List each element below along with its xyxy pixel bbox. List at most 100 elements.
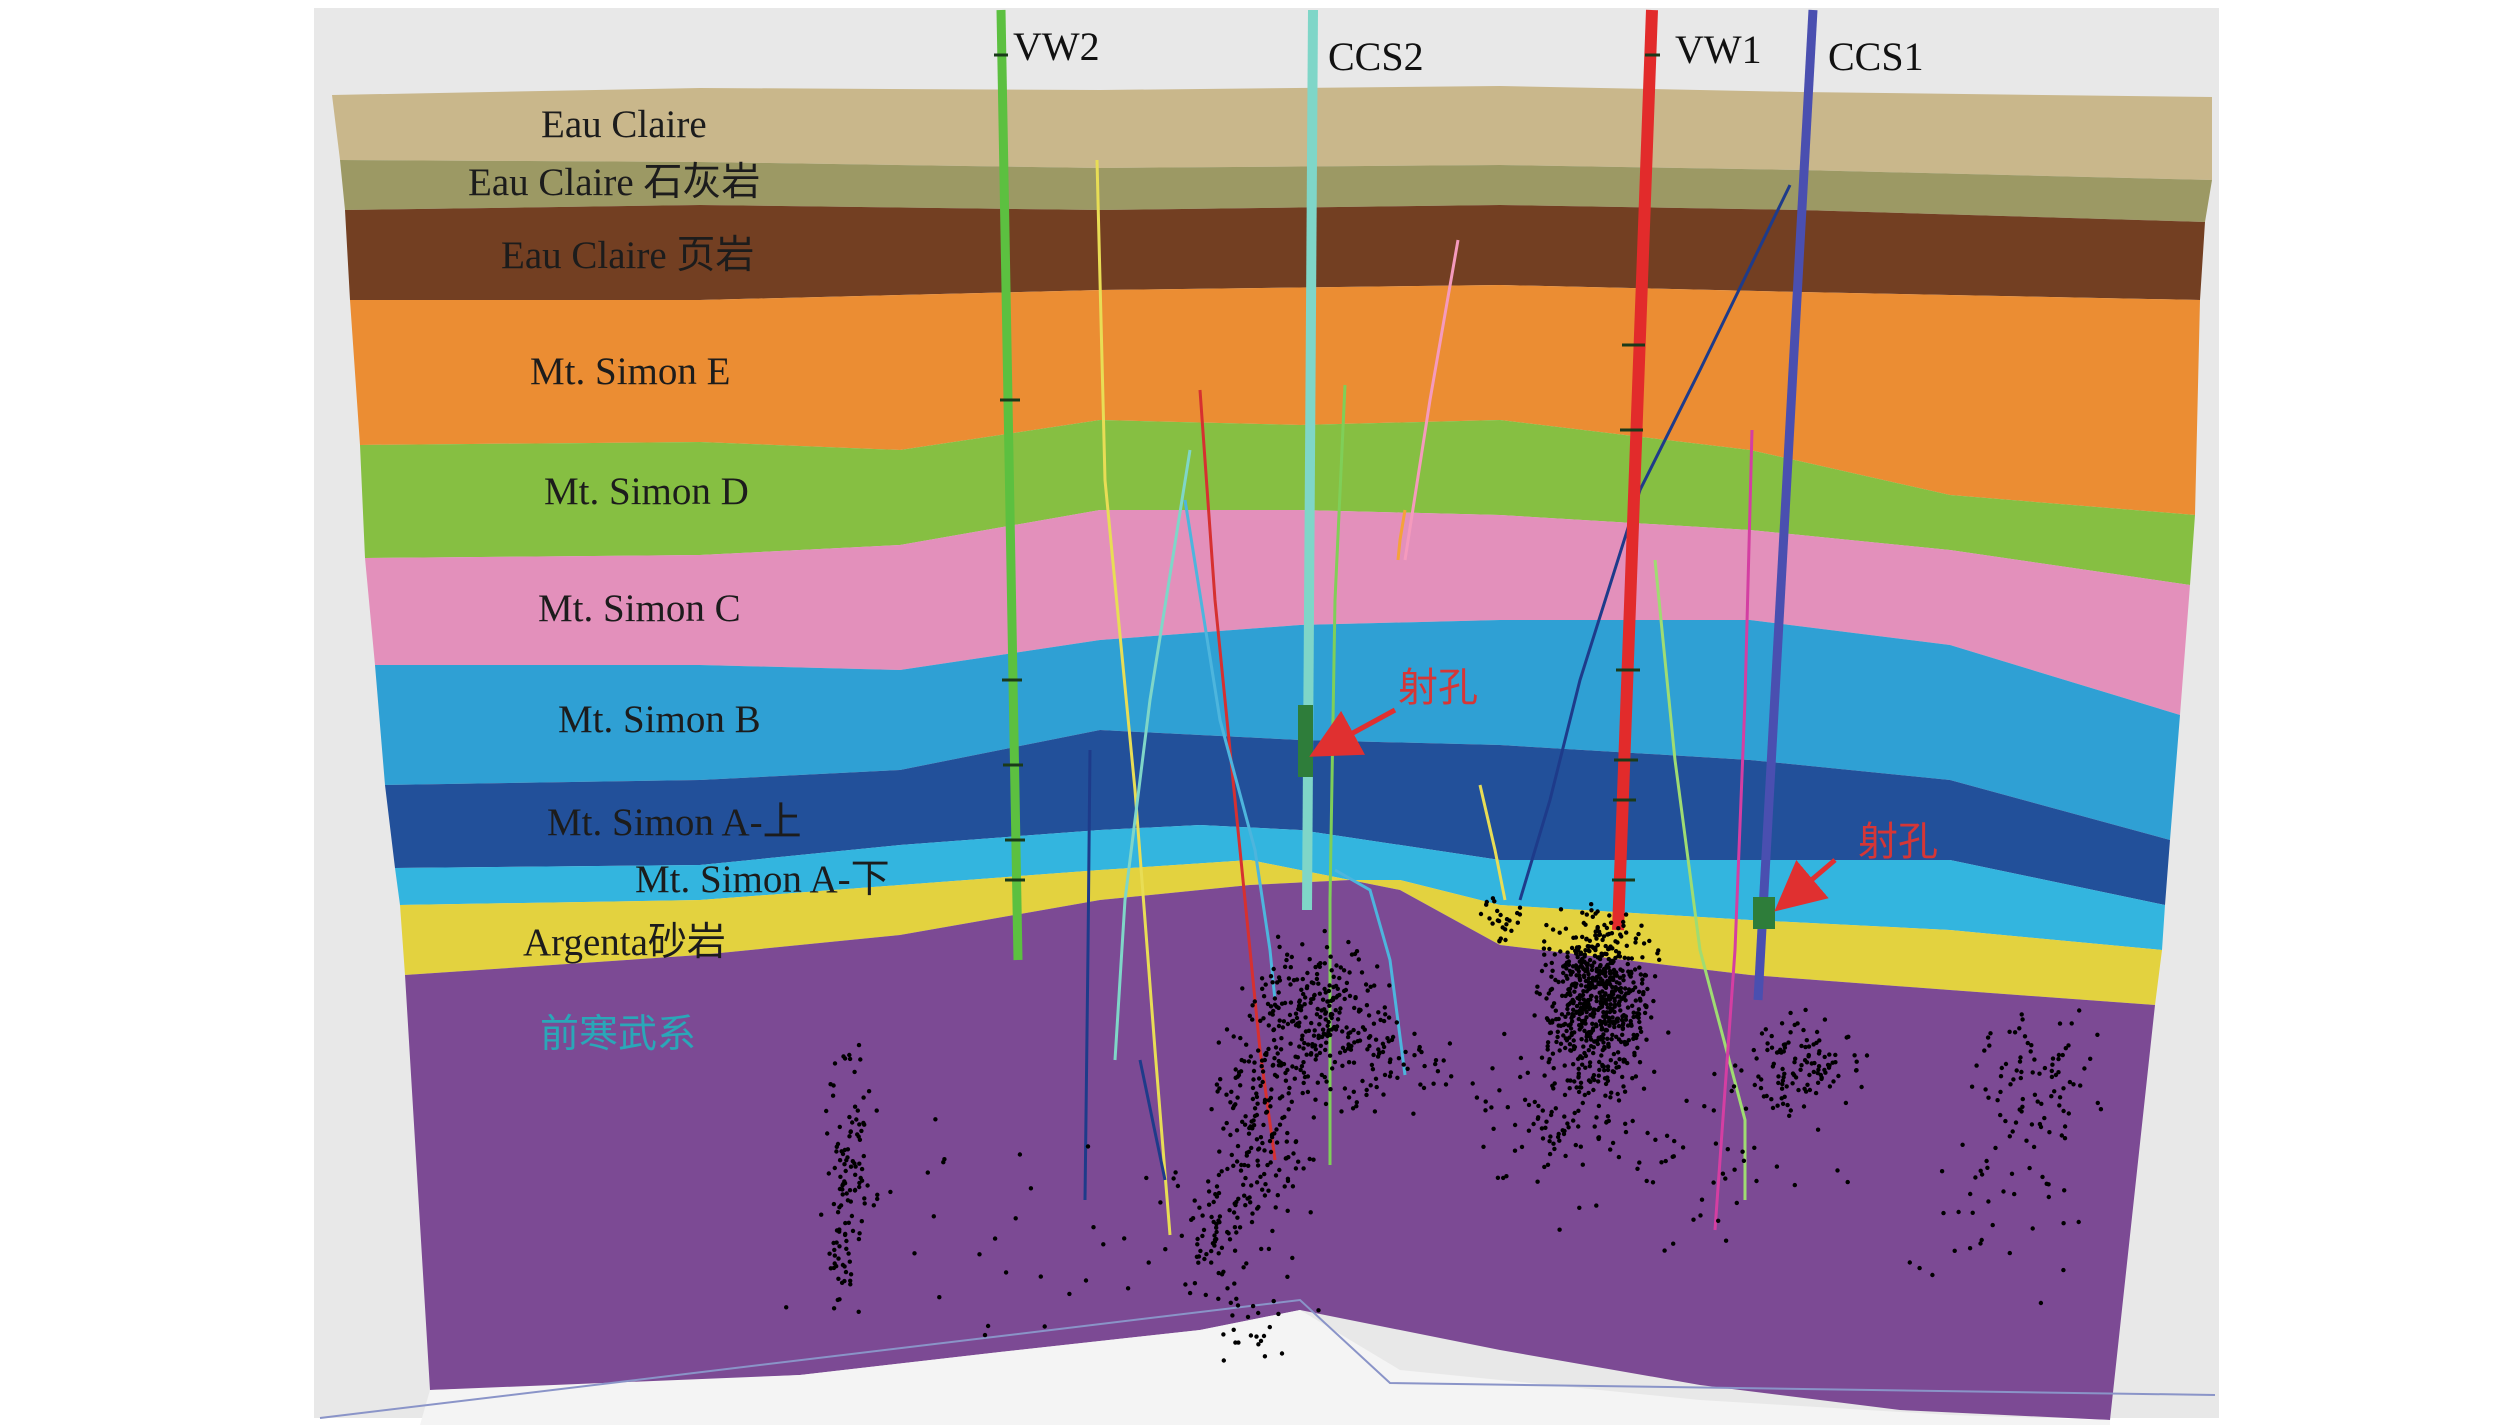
microseismic-event xyxy=(1258,1018,1263,1023)
microseismic-event xyxy=(1605,962,1610,968)
wellbore-navy-long xyxy=(1518,184,1792,901)
microseismic-event xyxy=(2017,1059,2023,1064)
microseismic-event xyxy=(2007,1029,2012,1035)
microseismic-event xyxy=(1560,993,1565,998)
microseismic-event xyxy=(1300,1090,1305,1096)
microseismic-event xyxy=(1268,1004,1274,1009)
microseismic-event xyxy=(1604,925,1610,931)
microseismic-event xyxy=(835,1210,841,1215)
microseismic-event xyxy=(843,1220,848,1226)
microseismic-event xyxy=(1599,1053,1604,1058)
microseismic-event xyxy=(1316,1308,1321,1313)
microseismic-event xyxy=(1285,1178,1291,1184)
microseismic-event xyxy=(1328,1087,1333,1092)
microseismic-event xyxy=(1790,1081,1795,1086)
microseismic-event xyxy=(1571,1007,1576,1012)
microseismic-event xyxy=(1588,993,1594,999)
microseismic-event xyxy=(1589,982,1595,987)
microseismic-event xyxy=(1602,1068,1607,1073)
microseismic-event xyxy=(1256,1310,1261,1316)
microseismic-event xyxy=(1601,1040,1606,1045)
microseismic-event xyxy=(1248,1200,1253,1205)
perforation-arrow-ccs1 xyxy=(1774,858,1837,912)
microseismic-event xyxy=(1216,1040,1222,1045)
microseismic-event xyxy=(1974,1063,1979,1068)
microseismic-event xyxy=(1531,1121,1536,1127)
microseismic-event xyxy=(1217,1149,1222,1154)
microseismic-event xyxy=(1171,1176,1176,1181)
microseismic-event xyxy=(1309,997,1314,1002)
microseismic-event xyxy=(1350,1106,1356,1111)
microseismic-event xyxy=(1600,937,1605,943)
microseismic-event xyxy=(1299,987,1304,992)
microseismic-event xyxy=(1782,1094,1787,1100)
microseismic-event xyxy=(1217,1214,1223,1219)
microseismic-event xyxy=(1643,1003,1648,1008)
microseismic-event xyxy=(1559,1012,1565,1017)
microseismic-event xyxy=(1594,1203,1599,1208)
microseismic-event xyxy=(1588,1079,1593,1085)
microseismic-event xyxy=(1285,1208,1290,1214)
microseismic-event xyxy=(1246,1149,1252,1155)
microseismic-event xyxy=(1634,1032,1640,1038)
microseismic-event xyxy=(1545,1162,1551,1168)
microseismic-event xyxy=(859,1128,864,1134)
microseismic-event xyxy=(1239,1162,1244,1168)
microseismic-event xyxy=(1290,1064,1295,1069)
microseismic-event xyxy=(1713,1141,1719,1146)
microseismic-event xyxy=(985,1323,991,1329)
microseismic-event xyxy=(1311,1157,1316,1162)
microseismic-event xyxy=(2030,1070,2035,1075)
microseismic-event xyxy=(2052,1089,2057,1094)
microseismic-event xyxy=(1280,1094,1285,1099)
microseismic-event xyxy=(1764,1093,1769,1099)
microseismic-event xyxy=(1588,1030,1594,1036)
microseismic-event xyxy=(1582,954,1587,959)
microseismic-event xyxy=(1580,1055,1585,1061)
microseismic-event xyxy=(1593,1022,1599,1027)
microseismic-event xyxy=(1345,1034,1351,1040)
microseismic-event xyxy=(2032,1092,2038,1098)
microseismic-event xyxy=(1579,1024,1584,1030)
microseismic-event xyxy=(858,1175,863,1181)
microseismic-event xyxy=(1587,957,1593,963)
microseismic-event xyxy=(1985,1165,1990,1171)
microseismic-event xyxy=(1300,976,1306,982)
microseismic-event xyxy=(1254,1091,1259,1096)
microseismic-event xyxy=(1364,1087,1369,1093)
microseismic-event xyxy=(1805,1082,1810,1088)
microseismic-event xyxy=(1982,1048,1987,1053)
microseismic-event xyxy=(1282,1114,1287,1120)
microseismic-event xyxy=(1844,1035,1849,1040)
microseismic-event xyxy=(1620,968,1625,973)
microseismic-event xyxy=(1245,1314,1251,1320)
layer-eau-claire-limestone xyxy=(340,160,2212,222)
microseismic-event xyxy=(2039,1101,2044,1107)
microseismic-event xyxy=(1378,1017,1383,1023)
microseismic-event xyxy=(824,1108,829,1114)
microseismic-event xyxy=(1555,1029,1561,1035)
microseismic-event xyxy=(2062,1188,2067,1193)
microseismic-event xyxy=(1265,1162,1270,1168)
microseismic-event xyxy=(1042,1324,1047,1329)
microseismic-event xyxy=(1571,1001,1576,1006)
microseismic-event xyxy=(1594,966,1599,972)
microseismic-event xyxy=(1271,1008,1276,1014)
microseismic-event xyxy=(1620,1032,1625,1038)
wellbore-navy xyxy=(1083,749,1092,1201)
microseismic-event xyxy=(1375,964,1380,969)
microseismic-event xyxy=(1267,1138,1273,1144)
microseismic-event xyxy=(1216,1296,1221,1302)
microseismic-event xyxy=(1396,1056,1402,1061)
microseismic-event xyxy=(2061,1086,2066,1091)
label-well-vw1: VW1 xyxy=(1675,27,1762,72)
microseismic-event xyxy=(1580,964,1585,970)
microseismic-event xyxy=(1569,945,1575,951)
microseismic-event xyxy=(1335,993,1340,999)
microseismic-event xyxy=(1405,1066,1410,1072)
microseismic-event xyxy=(1609,1090,1614,1095)
microseismic-event xyxy=(2028,1049,2033,1054)
well-ccs1-tube xyxy=(1753,9,1818,1001)
microseismic-event xyxy=(1854,1059,1859,1064)
microseismic-event xyxy=(1228,1300,1234,1306)
